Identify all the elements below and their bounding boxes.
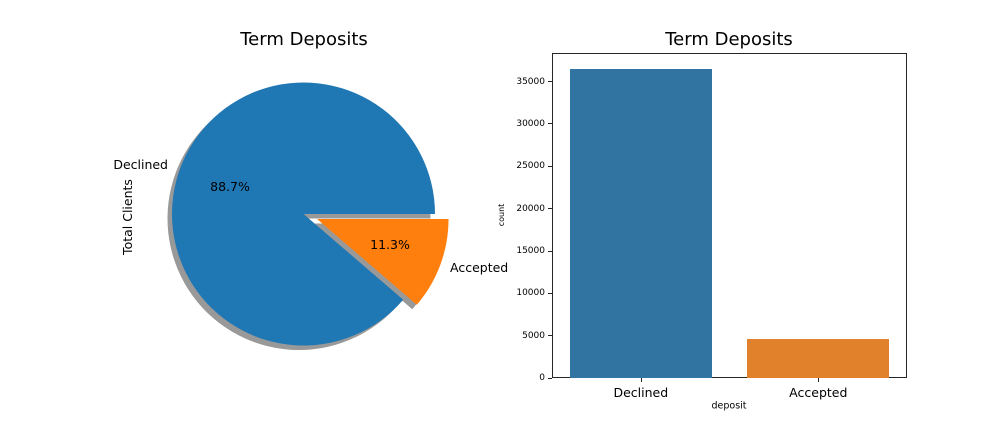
x-tick-label: Accepted	[789, 385, 848, 400]
pie-slice-declined	[172, 82, 435, 346]
y-axis-tick	[548, 208, 552, 210]
y-axis-tick	[548, 123, 552, 125]
y-axis-tick	[548, 292, 552, 294]
pie-pct-declined: 88.7%	[210, 178, 250, 194]
pie-label-accepted: Accepted	[450, 259, 509, 275]
pie-slice-accepted	[317, 219, 449, 305]
pie-title: Term Deposits	[240, 29, 368, 50]
bar-declined	[569, 68, 712, 378]
x-tick-label: Declined	[613, 385, 669, 400]
y-tick-label: 20000	[516, 203, 545, 214]
pie-pct-accepted: 11.3%	[370, 236, 410, 252]
y-tick-label: 0	[539, 373, 545, 383]
y-tick-label: 5000	[522, 330, 545, 341]
pie-ylabel: Total Clients	[119, 179, 135, 255]
bar-ylabel: count	[497, 203, 506, 227]
y-tick-label: 15000	[516, 246, 545, 256]
bar-accepted	[747, 338, 890, 378]
bar-title: Term Deposits	[665, 29, 793, 50]
y-axis-tick	[548, 81, 552, 83]
y-tick-label: 35000	[516, 76, 545, 87]
pie-label-declined: Declined	[113, 156, 168, 172]
y-axis-tick	[548, 335, 552, 337]
y-tick-label: 10000	[516, 288, 545, 299]
bar-xlabel: deposit	[711, 400, 747, 412]
x-axis-tick	[640, 378, 642, 382]
y-axis-tick	[548, 250, 552, 252]
y-tick-label: 25000	[516, 161, 545, 172]
y-axis-tick	[548, 377, 552, 379]
y-axis-tick	[548, 165, 552, 167]
y-tick-label: 30000	[516, 118, 545, 129]
x-axis-tick	[818, 378, 820, 382]
